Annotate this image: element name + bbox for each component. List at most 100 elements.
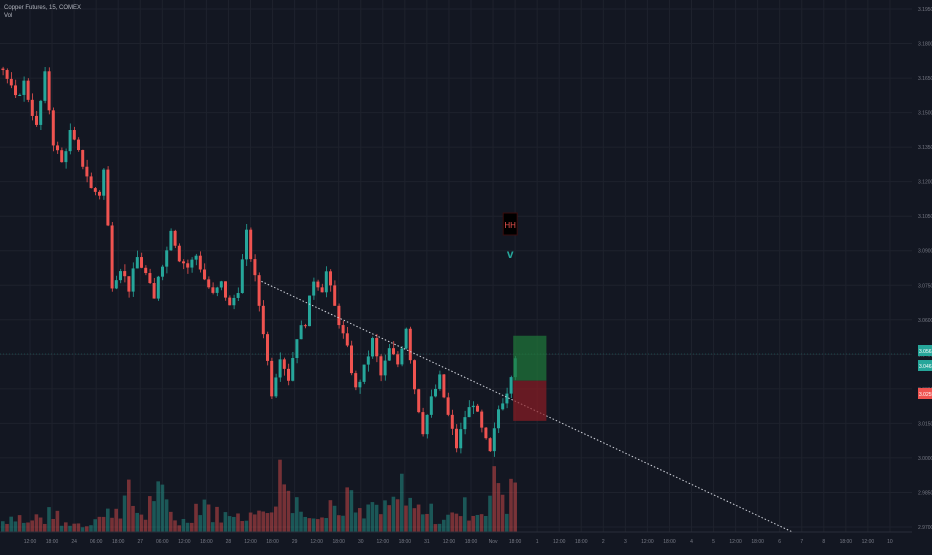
candle[interactable] bbox=[442, 374, 446, 398]
candle[interactable] bbox=[371, 338, 374, 357]
candle[interactable] bbox=[144, 267, 148, 274]
candle[interactable] bbox=[93, 188, 97, 192]
candle[interactable] bbox=[182, 261, 185, 264]
candle[interactable] bbox=[77, 139, 80, 151]
candle[interactable] bbox=[270, 360, 274, 397]
candle[interactable] bbox=[140, 257, 143, 268]
candle[interactable] bbox=[186, 263, 190, 268]
candle[interactable] bbox=[169, 230, 173, 251]
candle[interactable] bbox=[110, 225, 114, 289]
candle[interactable] bbox=[484, 427, 488, 439]
candle[interactable] bbox=[245, 229, 248, 260]
candle[interactable] bbox=[488, 438, 492, 452]
candle[interactable] bbox=[194, 255, 198, 260]
candle[interactable] bbox=[85, 166, 89, 177]
candle[interactable] bbox=[39, 100, 43, 125]
candle[interactable] bbox=[345, 333, 349, 346]
candle[interactable] bbox=[127, 276, 131, 292]
candle[interactable] bbox=[492, 428, 496, 452]
candle[interactable] bbox=[295, 339, 299, 359]
candle[interactable] bbox=[425, 414, 429, 435]
candle[interactable] bbox=[362, 364, 366, 382]
candle[interactable] bbox=[161, 266, 164, 277]
candle[interactable] bbox=[177, 245, 181, 262]
candle[interactable] bbox=[165, 250, 169, 267]
candle[interactable] bbox=[203, 269, 206, 280]
candle[interactable] bbox=[22, 80, 26, 95]
candle[interactable] bbox=[106, 169, 110, 226]
candle[interactable] bbox=[392, 348, 395, 355]
symbol-title[interactable]: Copper Futures, 15, COMEX bbox=[4, 5, 82, 11]
candle[interactable] bbox=[5, 70, 9, 79]
volume-indicator-label[interactable]: Vol bbox=[4, 13, 13, 19]
candle[interactable] bbox=[261, 305, 265, 335]
candle[interactable] bbox=[287, 368, 290, 381]
candle[interactable] bbox=[429, 396, 433, 415]
candle[interactable] bbox=[459, 429, 463, 449]
candle[interactable] bbox=[26, 80, 30, 100]
candle[interactable] bbox=[131, 268, 135, 292]
candle[interactable] bbox=[240, 259, 244, 294]
candle[interactable] bbox=[358, 381, 362, 388]
candle[interactable] bbox=[47, 71, 51, 111]
candle[interactable] bbox=[56, 145, 59, 151]
candle[interactable] bbox=[278, 359, 282, 378]
candle[interactable] bbox=[438, 374, 442, 389]
candle[interactable] bbox=[396, 354, 400, 365]
candle[interactable] bbox=[408, 328, 412, 361]
candle[interactable] bbox=[400, 348, 404, 365]
candle[interactable] bbox=[123, 271, 127, 277]
candle[interactable] bbox=[257, 275, 261, 306]
candle[interactable] bbox=[379, 356, 383, 376]
candle[interactable] bbox=[190, 259, 194, 268]
candle[interactable] bbox=[509, 377, 513, 394]
candle[interactable] bbox=[366, 356, 370, 365]
candle[interactable] bbox=[215, 287, 219, 293]
candle[interactable] bbox=[89, 176, 93, 189]
candle[interactable] bbox=[72, 130, 76, 140]
candle[interactable] bbox=[316, 281, 320, 288]
candle[interactable] bbox=[114, 280, 118, 289]
candle[interactable] bbox=[219, 281, 223, 288]
candle[interactable] bbox=[467, 407, 471, 418]
candle[interactable] bbox=[81, 150, 85, 167]
candle[interactable] bbox=[434, 388, 437, 397]
candle[interactable] bbox=[505, 393, 509, 404]
candle[interactable] bbox=[303, 325, 307, 327]
candle[interactable] bbox=[312, 281, 316, 296]
candle[interactable] bbox=[228, 297, 232, 306]
candle[interactable] bbox=[463, 417, 467, 430]
candle[interactable] bbox=[333, 285, 337, 306]
candle[interactable] bbox=[152, 283, 156, 299]
candle[interactable] bbox=[421, 412, 425, 435]
candle[interactable] bbox=[266, 334, 269, 361]
candle[interactable] bbox=[14, 85, 17, 96]
candle[interactable] bbox=[60, 150, 64, 163]
candle[interactable] bbox=[480, 411, 484, 428]
stop-zone[interactable] bbox=[513, 380, 547, 421]
candle[interactable] bbox=[207, 279, 211, 288]
candle[interactable] bbox=[68, 130, 72, 152]
candle[interactable] bbox=[455, 428, 458, 449]
candle[interactable] bbox=[102, 169, 106, 196]
candle[interactable] bbox=[249, 229, 253, 260]
candle[interactable] bbox=[236, 293, 240, 298]
candle[interactable] bbox=[324, 271, 328, 293]
candle[interactable] bbox=[119, 271, 122, 281]
candle[interactable] bbox=[211, 287, 215, 293]
candle[interactable] bbox=[337, 305, 341, 326]
candle[interactable] bbox=[9, 78, 13, 86]
candle[interactable] bbox=[1, 68, 5, 71]
candle[interactable] bbox=[404, 328, 408, 349]
candle[interactable] bbox=[282, 359, 286, 369]
candle[interactable] bbox=[224, 281, 227, 298]
candle[interactable] bbox=[329, 271, 332, 286]
candle[interactable] bbox=[51, 110, 55, 146]
candle[interactable] bbox=[156, 276, 160, 299]
candle[interactable] bbox=[253, 259, 257, 276]
candle[interactable] bbox=[497, 409, 500, 429]
candle[interactable] bbox=[501, 403, 505, 410]
candle[interactable] bbox=[299, 325, 303, 340]
